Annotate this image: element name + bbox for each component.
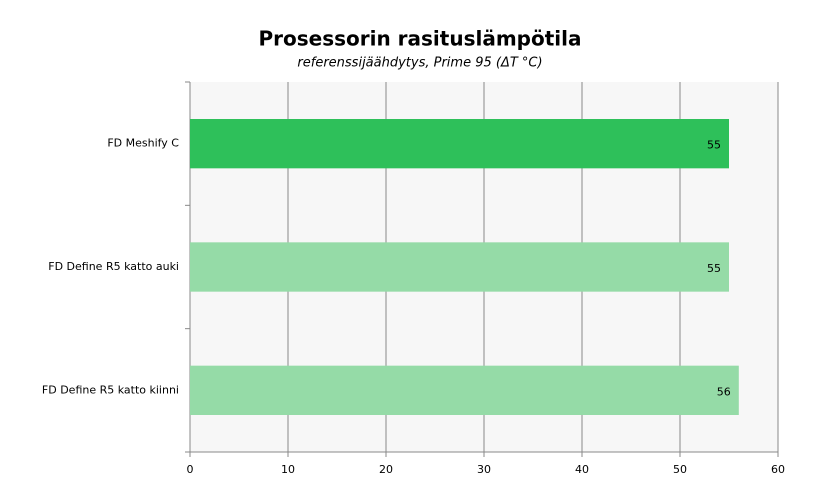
chart-title: Prosessorin rasituslämpötila (258, 27, 581, 51)
x-tick-label: 10 (281, 463, 295, 476)
bar (190, 119, 729, 169)
bar (190, 365, 739, 415)
y-tick-label: FD Define R5 katto auki (48, 260, 179, 273)
x-tick-label: 40 (575, 463, 589, 476)
x-tick-label: 50 (673, 463, 687, 476)
x-tick-label: 60 (771, 463, 785, 476)
data-label: 55 (707, 262, 721, 275)
y-tick-label: FD Define R5 katto kiinni (42, 383, 179, 396)
x-tick-label: 20 (379, 463, 393, 476)
x-tick-label: 0 (187, 463, 194, 476)
y-tick-label: FD Meshify C (107, 137, 179, 150)
data-label: 55 (707, 139, 721, 152)
x-tick-label: 30 (477, 463, 491, 476)
chart-subtitle: referenssijäähdytys, Prime 95 (ΔT °C) (297, 56, 542, 71)
data-label: 56 (717, 385, 731, 398)
bar (190, 242, 729, 292)
